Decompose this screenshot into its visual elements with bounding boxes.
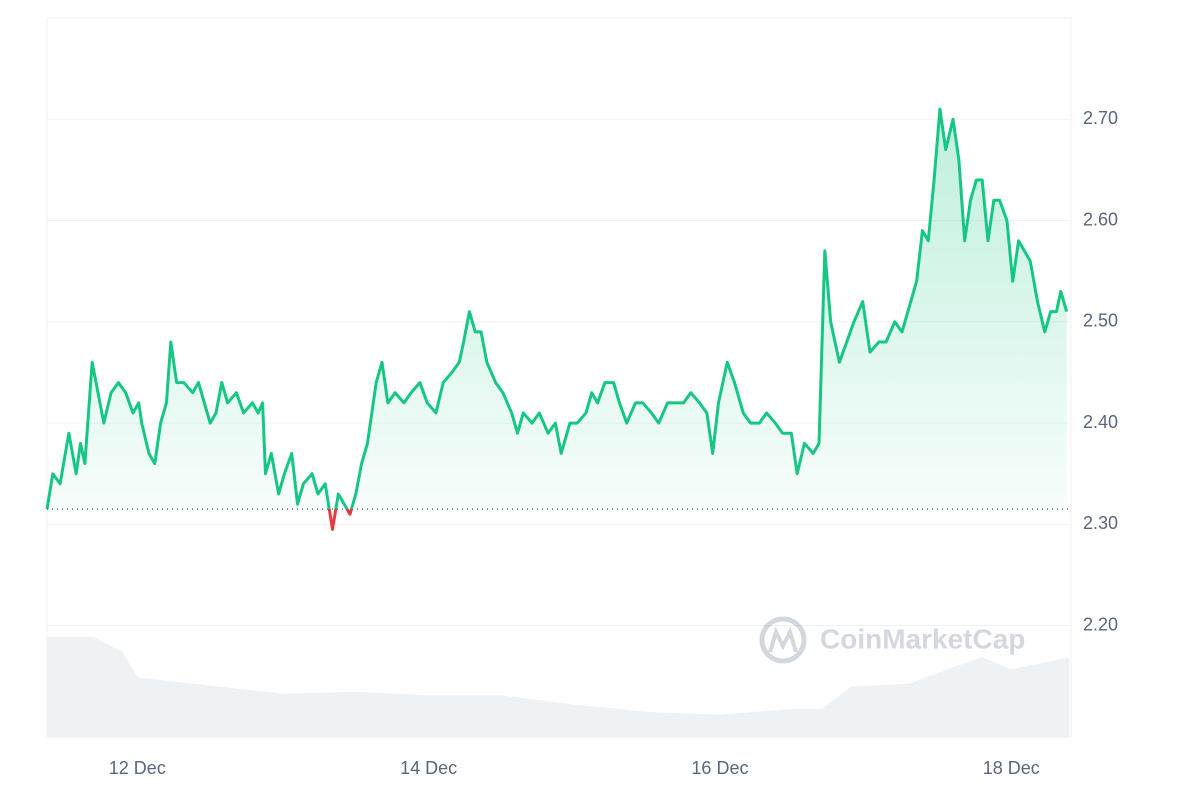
- watermark: CoinMarketCap: [759, 616, 1025, 664]
- price-line: [45, 107, 1069, 531]
- y-tick-label: 2.60: [1083, 209, 1118, 229]
- watermark-icon-mark: [768, 626, 798, 653]
- watermark-icon: [759, 616, 807, 664]
- y-tick-label: 2.20: [1083, 614, 1118, 634]
- x-tick-label: 18 Dec: [983, 758, 1040, 778]
- x-tick-label: 16 Dec: [691, 758, 748, 778]
- price-area: [47, 109, 1067, 530]
- x-tick-label: 14 Dec: [400, 758, 457, 778]
- y-tick-label: 2.30: [1083, 513, 1118, 533]
- y-tick-label: 2.70: [1083, 108, 1118, 128]
- watermark-text: CoinMarketCap: [820, 623, 1025, 654]
- x-tick-label: 12 Dec: [109, 758, 166, 778]
- volume-area: [47, 637, 1070, 737]
- y-tick-label: 2.40: [1083, 412, 1118, 432]
- y-tick-label: 2.50: [1083, 311, 1118, 331]
